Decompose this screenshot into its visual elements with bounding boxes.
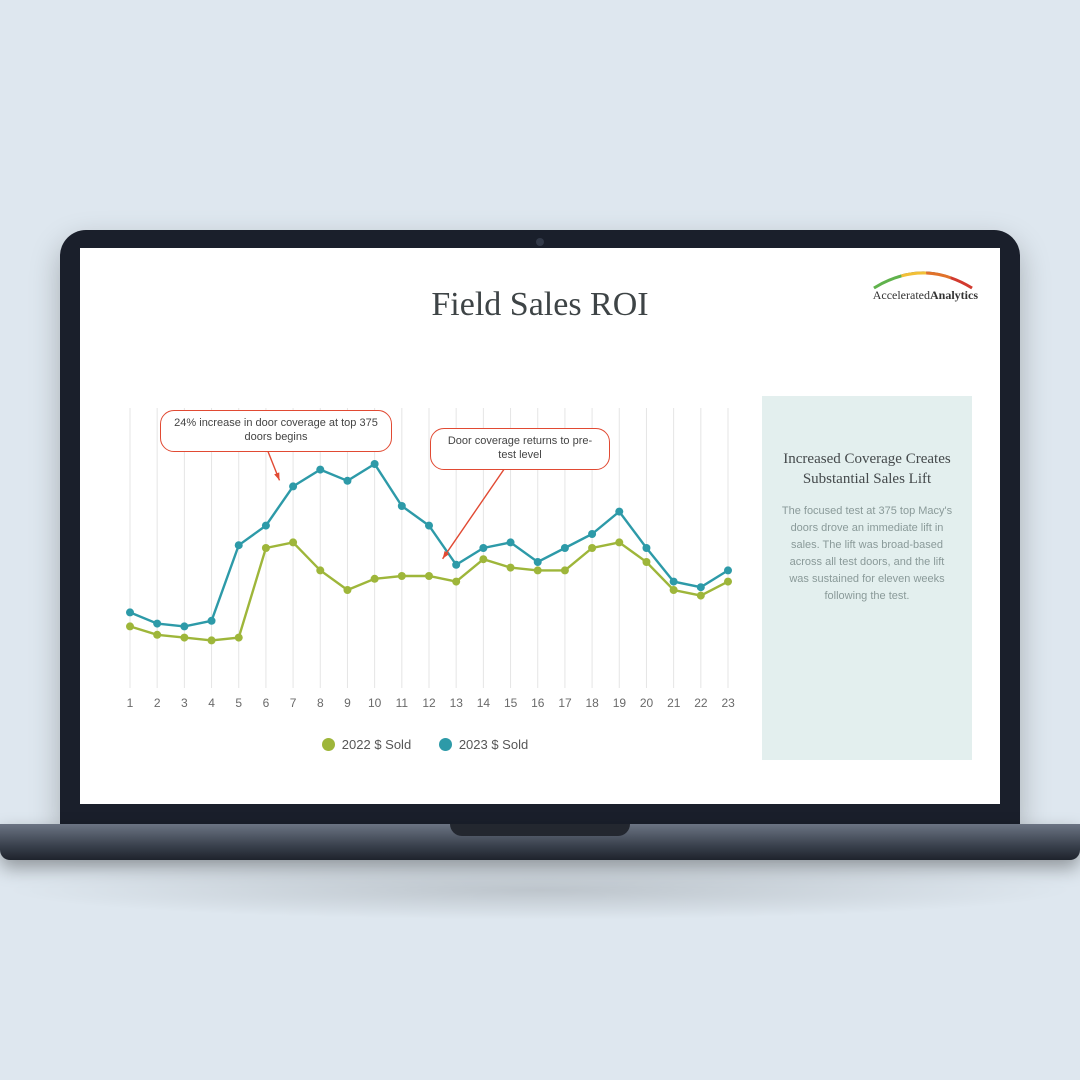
insight-sidebar: Increased Coverage Creates Substantial S… <box>762 396 972 760</box>
line-chart: 24% increase in door coverage at top 375… <box>110 398 740 758</box>
x-axis-labels: 1234567891011121314151617181920212223 <box>116 696 741 710</box>
legend-swatch-2023 <box>439 738 452 751</box>
sidebar-heading: Increased Coverage Creates Substantial S… <box>780 450 954 489</box>
sidebar-body: The focused test at 375 top Macy's doors… <box>780 503 954 605</box>
legend-item-2022: 2022 $ Sold <box>322 737 411 752</box>
callout-coverage-ends: Door coverage returns to pre-test level <box>430 428 610 470</box>
callout-coverage-begins: 24% increase in door coverage at top 375… <box>160 410 392 452</box>
laptop-lid: AcceleratedAnalytics Field Sales ROI 24%… <box>60 230 1020 824</box>
laptop-notch <box>450 824 630 836</box>
chart-legend: 2022 $ Sold 2023 $ Sold <box>110 737 740 754</box>
laptop-base <box>0 824 1080 860</box>
legend-item-2023: 2023 $ Sold <box>439 737 528 752</box>
camera-dot <box>536 238 544 246</box>
screen: AcceleratedAnalytics Field Sales ROI 24%… <box>80 248 1000 804</box>
laptop-mockup: AcceleratedAnalytics Field Sales ROI 24%… <box>60 230 1020 860</box>
legend-swatch-2022 <box>322 738 335 751</box>
page-title: Field Sales ROI <box>80 286 1000 324</box>
